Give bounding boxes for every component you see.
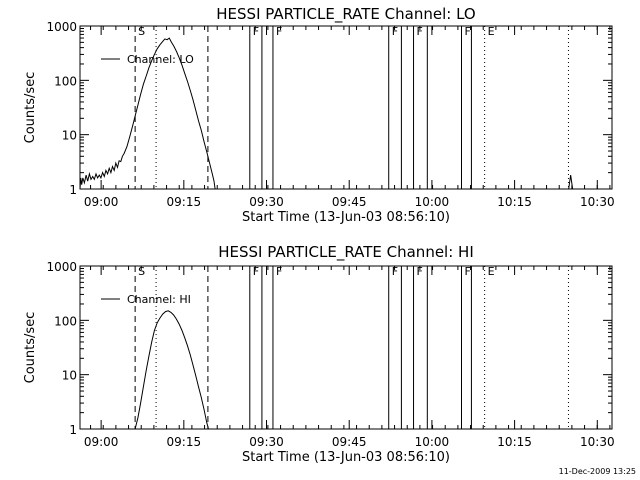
event-flag-label: F [417,265,423,278]
y-axis-label: Counts/sec [23,312,38,384]
y-tick-label: 1000 [46,260,77,274]
x-tick-label: 09:15 [167,435,202,449]
event-flag-label: F [276,25,282,38]
plot-timestamp: 11-Dec-2009 13:25 [559,467,636,476]
x-tick-label: 09:00 [84,195,119,209]
event-flag-label: F [392,25,398,38]
y-tick-label: 100 [54,314,77,328]
plot-frame [79,265,613,430]
x-tick-label: 10:15 [497,435,532,449]
y-tick-label: 10 [62,369,77,383]
event-flag-label: F [253,25,259,38]
event-flag-label: F [417,25,423,38]
series-line [80,37,279,190]
chart-title: HESSI PARTICLE_RATE Channel: LO [216,5,475,24]
event-flag-label: F [464,265,470,278]
x-tick-label: 09:45 [332,195,367,209]
x-axis-label: Start Time (13-Jun-03 08:56:10) [242,210,450,225]
x-tick-label: 09:00 [84,435,119,449]
x-tick-label: 10:30 [580,435,615,449]
y-tick-label: 10 [62,129,77,143]
event-flag-label: F [253,265,259,278]
chart-title: HESSI PARTICLE_RATE Channel: HI [218,243,474,262]
y-tick-label: 1 [69,423,77,437]
x-tick-label: 09:30 [249,195,284,209]
x-tick-label: 10:00 [415,435,450,449]
y-tick-label: 100 [54,74,77,88]
event-flag-label: F [276,265,282,278]
y-tick-label: 1000 [46,20,77,34]
x-axis-label: Start Time (13-Jun-03 08:56:10) [242,450,450,465]
event-flag-label: S [138,25,145,38]
x-tick-label: 09:15 [167,195,202,209]
series-blip [568,175,574,190]
event-flag-label: F [392,265,398,278]
chart-panel-2: HESSI PARTICLE_RATE Channel: HI 1 10 100 100… [23,243,615,465]
series-line [134,310,209,430]
legend-label: Channel: HI [127,293,191,306]
x-tick-label: 10:00 [415,195,450,209]
x-tick-label: 09:30 [249,435,284,449]
event-flag-label: S [138,265,145,278]
x-tick-label: 09:45 [332,435,367,449]
legend-label: Channel: LO [127,53,194,66]
x-tick-label: 10:30 [580,195,615,209]
plot-frame [79,25,613,190]
chart-panel-1: HESSI PARTICLE_RATE Channel: LO 1 10 100 100… [23,5,615,225]
event-flag-label: F [464,25,470,38]
event-flag-label: E [488,265,495,278]
y-axis-label: Counts/sec [23,72,38,144]
event-flag-label: E [488,25,495,38]
x-tick-label: 10:15 [497,195,532,209]
y-tick-label: 1 [69,183,77,197]
